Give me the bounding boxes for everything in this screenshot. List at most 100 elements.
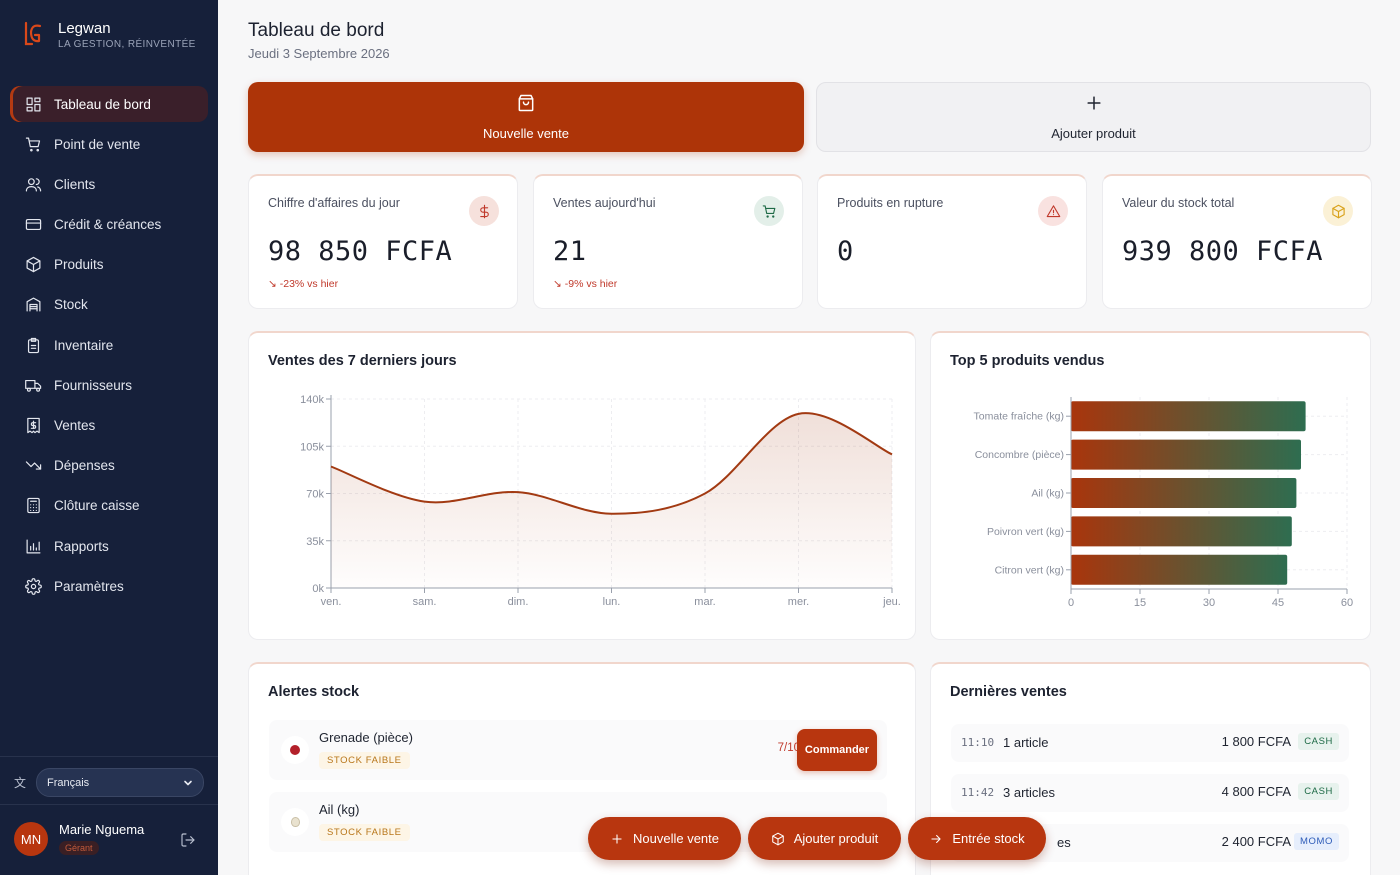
- y-tick-label: Concombre (pièce): [975, 449, 1064, 461]
- sidebar-item-credit-creances[interactable]: Crédit & créances: [10, 207, 208, 243]
- receipt-icon: [24, 417, 42, 435]
- sidebar-item-label: Dépenses: [54, 458, 115, 474]
- warning-icon: [1038, 196, 1068, 226]
- sidebar-item-label: Tableau de bord: [54, 96, 151, 112]
- top-product-bar: [1071, 554, 1288, 585]
- truck-icon: [24, 376, 42, 394]
- kpi-out-of-stock-card: Produits en rupture 0: [817, 174, 1087, 309]
- user-profile[interactable]: MN Marie Nguema Gérant: [14, 822, 144, 856]
- y-tick-label: Tomate fraîche (kg): [974, 411, 1064, 423]
- sidebar-item-label: Produits: [54, 257, 104, 273]
- x-tick-label: 0: [1068, 597, 1074, 609]
- sidebar-item-label: Fournisseurs: [54, 377, 133, 393]
- sidebar-item-rapports[interactable]: Rapports: [10, 528, 208, 564]
- fab-new-sale-button[interactable]: Nouvelle vente: [588, 817, 741, 860]
- sidebar-item-produits[interactable]: Produits: [10, 247, 208, 283]
- avatar: MN: [14, 822, 48, 856]
- users-icon: [24, 175, 42, 193]
- trending-down-icon: ↘: [553, 278, 562, 290]
- x-tick-label: jeu.: [882, 596, 901, 608]
- logout-icon[interactable]: [180, 832, 196, 848]
- page-date: Jeudi 3 Septembre 2026: [248, 46, 390, 61]
- alert-product-name: Grenade (pièce): [319, 730, 413, 745]
- calculator-icon: [24, 497, 42, 515]
- sidebar-item-tableau-de-bord[interactable]: Tableau de bord: [10, 86, 208, 122]
- kpi-value: 21: [553, 236, 587, 267]
- gear-icon: [24, 577, 42, 595]
- package-icon: [24, 256, 42, 274]
- alert-product-name: Ail (kg): [319, 802, 360, 817]
- new-sale-button[interactable]: Nouvelle vente: [248, 82, 804, 152]
- sidebar-item-parametres[interactable]: Paramètres: [10, 568, 208, 604]
- language-switcher: 文 Français: [14, 768, 204, 797]
- alert-row: Grenade (pièce) STOCK FAIBLE 7/10 Comman…: [269, 720, 887, 780]
- page-title: Tableau de bord: [248, 20, 385, 41]
- user-name: Marie Nguema: [59, 822, 145, 837]
- sidebar-item-label: Rapports: [54, 538, 109, 554]
- sales-chart-card: Ventes des 7 derniers jours 0k 35k 70k 105k…: [248, 331, 916, 640]
- payment-method-badge: CASH: [1298, 783, 1339, 800]
- kpi-label: Valeur du stock total: [1122, 196, 1235, 210]
- fab-stock-entry-button[interactable]: Entrée stock: [908, 817, 1046, 860]
- x-tick-label: lun.: [603, 596, 621, 608]
- warehouse-icon: [24, 296, 42, 314]
- order-button[interactable]: Commander: [797, 729, 877, 771]
- sale-row[interactable]: 11:42 3 articles 4 800 FCFA CASH: [951, 774, 1349, 812]
- kpi-value: 939 800 FCFA: [1122, 236, 1324, 267]
- brand[interactable]: Legwan LA GESTION, RÉINVENTÉE: [22, 20, 196, 50]
- cart-icon: [754, 196, 784, 226]
- add-product-button[interactable]: Ajouter produit: [816, 82, 1371, 152]
- x-tick-label: sam.: [413, 596, 437, 608]
- sidebar-item-depenses[interactable]: Dépenses: [10, 448, 208, 484]
- x-tick-label: mar.: [694, 596, 715, 608]
- y-tick-label: 0k: [312, 583, 324, 595]
- legwan-logo-icon: [24, 21, 42, 46]
- sidebar-item-point-de-vente[interactable]: Point de vente: [10, 126, 208, 162]
- sale-amount: 2 400 FCFA: [1221, 834, 1291, 849]
- low-stock-badge: STOCK FAIBLE: [319, 752, 410, 769]
- kpi-trend-text: -23% vs hier: [279, 278, 339, 290]
- recent-sales-title: Dernières ventes: [950, 684, 1067, 700]
- sales-line-chart: 0k 35k 70k 105k 140k ven. sam. dim. lun. mar. mer.…: [300, 394, 901, 608]
- kpi-value: 98 850 FCFA: [268, 236, 453, 267]
- kpi-value: 0: [837, 236, 854, 267]
- alert-stock-ratio: 7/10: [777, 742, 800, 754]
- sidebar-item-label: Stock: [54, 297, 88, 313]
- x-tick-label: mer.: [788, 596, 809, 608]
- clipboard-icon: [24, 336, 42, 354]
- sidebar-item-clients[interactable]: Clients: [10, 166, 208, 202]
- top-product-bar: [1071, 439, 1301, 470]
- payment-method-badge: MOMO: [1293, 833, 1339, 850]
- y-tick-label: 105k: [300, 441, 324, 453]
- sidebar-item-label: Paramètres: [54, 578, 124, 594]
- language-select[interactable]: Français: [36, 768, 204, 797]
- y-tick-label: Citron vert (kg): [995, 564, 1064, 576]
- sidebar-item-stock[interactable]: Stock: [10, 287, 208, 323]
- sales-area-fill: [331, 413, 892, 588]
- y-tick-label: 35k: [306, 536, 324, 548]
- sidebar-item-label: Crédit & créances: [54, 217, 162, 233]
- brand-tagline: LA GESTION, RÉINVENTÉE: [58, 39, 196, 50]
- sale-row[interactable]: 11:10 1 article 1 800 FCFA CASH: [951, 724, 1349, 762]
- dollar-icon: [469, 196, 499, 226]
- sales-line: [330, 412, 893, 515]
- sidebar-item-label: Ventes: [54, 418, 96, 433]
- sidebar-item-inventaire[interactable]: Inventaire: [10, 327, 208, 363]
- sale-amount: 4 800 FCFA: [1221, 784, 1291, 799]
- new-sale-label: Nouvelle vente: [483, 126, 569, 141]
- sales-chart-title: Ventes des 7 derniers jours: [268, 353, 457, 369]
- sidebar-item-label: Inventaire: [54, 337, 114, 353]
- top-product-bar: [1071, 401, 1306, 432]
- sale-amount: 1 800 FCFA: [1221, 734, 1291, 749]
- dashboard-icon: [24, 95, 42, 113]
- y-tick-label: 70k: [306, 489, 324, 501]
- shopping-bag-icon: [516, 93, 536, 118]
- sidebar-item-ventes[interactable]: Ventes: [10, 408, 208, 444]
- kpi-label: Produits en rupture: [837, 196, 944, 210]
- fab-add-product-button[interactable]: Ajouter produit: [748, 817, 901, 860]
- sidebar-item-fournisseurs[interactable]: Fournisseurs: [10, 367, 208, 403]
- x-tick-label: 30: [1203, 597, 1215, 609]
- kpi-stock-value-card: Valeur du stock total 939 800 FCFA: [1102, 174, 1372, 309]
- sidebar-item-cloture-caisse[interactable]: Clôture caisse: [10, 488, 208, 524]
- x-tick-label: dim.: [508, 596, 529, 608]
